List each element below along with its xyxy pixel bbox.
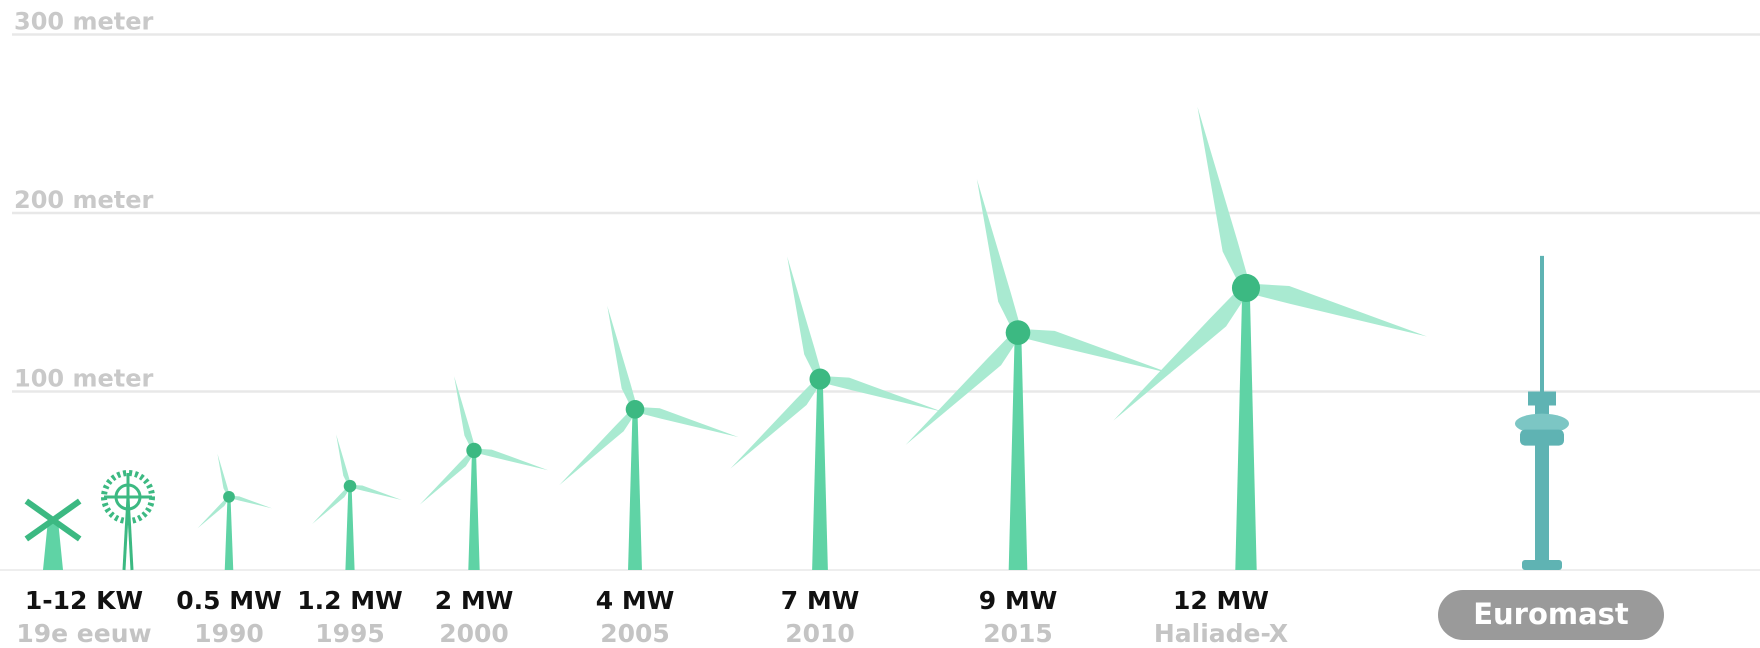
category-sublabel: 2000 bbox=[439, 619, 509, 648]
tower bbox=[225, 497, 234, 570]
tower bbox=[628, 409, 642, 570]
windmill bbox=[26, 501, 79, 570]
windpump-icon bbox=[104, 473, 152, 570]
category-label: 0.5 MW bbox=[176, 586, 281, 615]
category-label: 7 MW bbox=[781, 586, 860, 615]
category-sublabel: 2015 bbox=[983, 619, 1053, 648]
category-label: 12 MW bbox=[1173, 586, 1269, 615]
landmark-deck bbox=[1520, 430, 1564, 446]
blade bbox=[1110, 285, 1255, 430]
landmark-label: Euromast bbox=[1473, 597, 1629, 631]
category-sublabel: 1990 bbox=[194, 619, 264, 648]
blade bbox=[634, 402, 740, 439]
rotor bbox=[418, 376, 549, 509]
category-label: 2 MW bbox=[435, 586, 514, 615]
hub bbox=[223, 491, 235, 503]
hub bbox=[1232, 274, 1260, 302]
category-sublabel: 2005 bbox=[600, 619, 670, 648]
landmark-base bbox=[1522, 560, 1562, 570]
plot: 100 meter 200 meter 300 meter 1-12 KW 19e ee… bbox=[0, 8, 1760, 648]
tower bbox=[345, 486, 354, 570]
blade bbox=[1245, 275, 1431, 341]
hub bbox=[466, 443, 481, 458]
category-sublabel: 19e eeuw bbox=[16, 619, 151, 648]
blade bbox=[966, 178, 1022, 335]
blade bbox=[333, 434, 352, 487]
tower bbox=[1235, 288, 1256, 570]
category-sublabel: Haliade-X bbox=[1154, 619, 1288, 648]
y-tick-label: 100 meter bbox=[14, 365, 153, 393]
hub bbox=[344, 480, 357, 493]
landmark bbox=[1515, 256, 1569, 570]
category-label: 9 MW bbox=[979, 586, 1058, 615]
blade bbox=[229, 494, 273, 510]
rotor bbox=[197, 453, 273, 530]
category-label: 4 MW bbox=[596, 586, 675, 615]
y-tick-label: 200 meter bbox=[14, 186, 153, 214]
category-sublabel: 1995 bbox=[315, 619, 385, 648]
blade bbox=[779, 256, 823, 382]
category-label: 1-12 KW bbox=[25, 586, 143, 615]
y-tick-label: 300 meter bbox=[14, 8, 153, 36]
tower bbox=[812, 379, 828, 570]
tower bbox=[1009, 333, 1028, 570]
rotor bbox=[1110, 106, 1430, 430]
blade bbox=[1017, 322, 1174, 378]
rotor bbox=[728, 256, 945, 475]
blade bbox=[214, 453, 230, 497]
blade bbox=[474, 445, 550, 472]
hub bbox=[810, 369, 831, 390]
hub bbox=[626, 400, 645, 419]
blade bbox=[449, 376, 476, 452]
hub bbox=[1006, 320, 1031, 345]
rotor bbox=[557, 305, 740, 490]
tower bbox=[468, 450, 479, 570]
windmill-sail bbox=[53, 501, 80, 520]
chart: 100 meter 200 meter 300 meter 1-12 KW 19e ee… bbox=[0, 0, 1760, 648]
category-sublabel: 2010 bbox=[785, 619, 855, 648]
blade bbox=[1185, 106, 1251, 292]
rotor bbox=[311, 434, 402, 527]
rotor bbox=[903, 178, 1174, 453]
blade bbox=[418, 449, 477, 508]
blade bbox=[350, 482, 403, 501]
landmark-cabin bbox=[1528, 392, 1556, 406]
windmill-sail bbox=[26, 501, 53, 520]
blade bbox=[311, 485, 352, 526]
blade bbox=[600, 305, 637, 411]
category-label: 1.2 MW bbox=[297, 586, 402, 615]
blade bbox=[557, 407, 640, 490]
